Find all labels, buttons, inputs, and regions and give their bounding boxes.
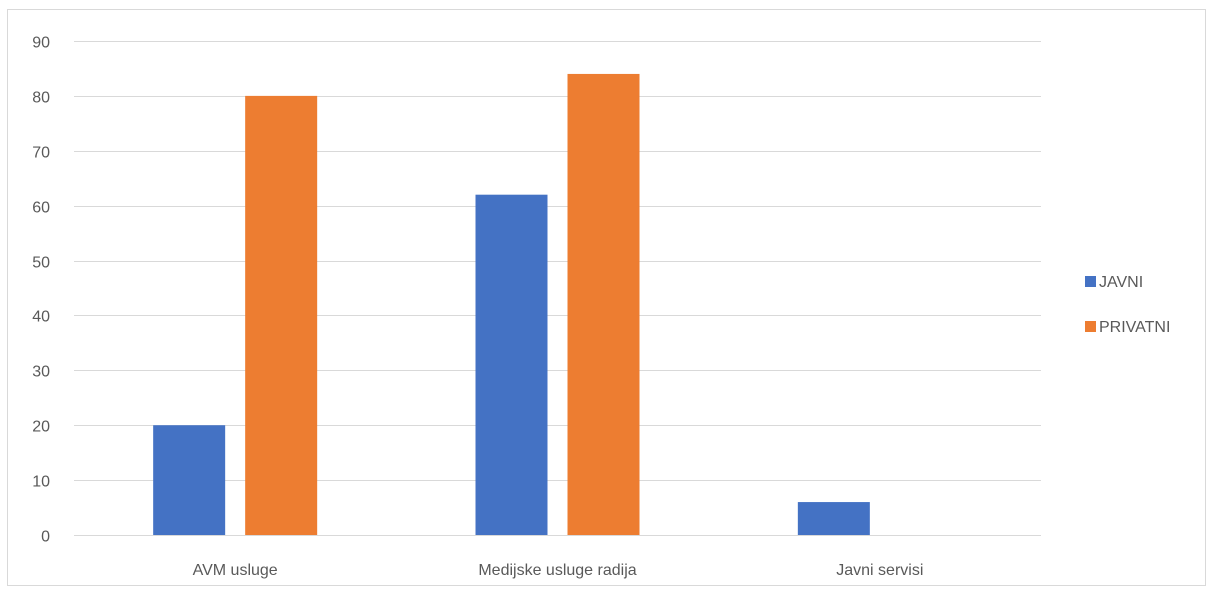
y-tick-label: 30 <box>32 364 50 381</box>
bar-privatni-0 <box>245 95 318 535</box>
x-category-label: AVM usluge <box>193 562 278 579</box>
x-axis-category-labels: AVM usluge Medijske usluge radija Javni se… <box>193 562 924 579</box>
bar-privatni-1 <box>567 73 640 535</box>
x-category-label: Javni servisi <box>836 562 923 579</box>
bar-javni-1 <box>475 194 548 535</box>
gridlines <box>74 41 1041 536</box>
legend-label-privatni: PRIVATNI <box>1099 319 1170 336</box>
bar-javni-0 <box>153 425 226 535</box>
y-axis-tick-labels: 0 10 20 30 40 50 60 70 80 90 <box>32 35 50 546</box>
y-tick-label: 90 <box>32 35 50 52</box>
legend-label-javni: JAVNI <box>1099 274 1143 291</box>
bar-javni-2 <box>797 502 870 535</box>
legend-swatch-privatni <box>1085 321 1096 332</box>
y-tick-label: 50 <box>32 255 50 272</box>
bars <box>153 73 870 535</box>
y-tick-label: 20 <box>32 419 50 436</box>
y-tick-label: 80 <box>32 90 50 107</box>
y-tick-label: 10 <box>32 474 50 491</box>
x-category-label: Medijske usluge radija <box>478 562 636 579</box>
y-tick-label: 40 <box>32 309 50 326</box>
y-tick-label: 70 <box>32 145 50 162</box>
legend-swatch-javni <box>1085 276 1096 287</box>
y-tick-label: 0 <box>41 529 50 546</box>
legend: JAVNI PRIVATNI <box>1085 274 1170 336</box>
y-tick-label: 60 <box>32 200 50 217</box>
